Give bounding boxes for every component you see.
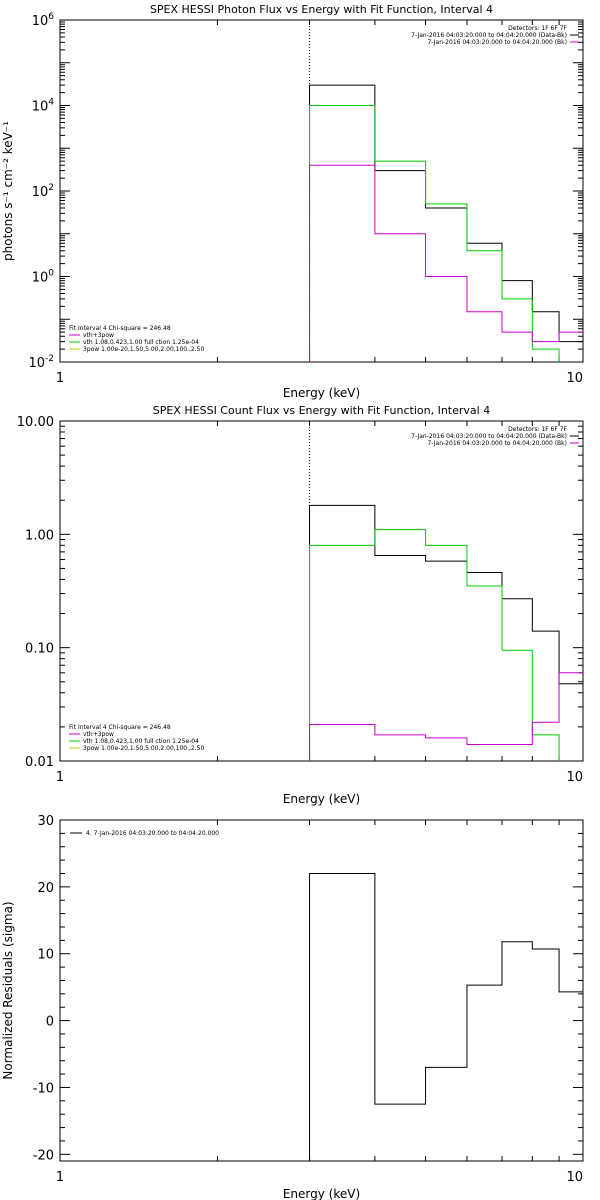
series-step-line-2	[309, 105, 560, 362]
legend-entry: Detectors: 1F 6F 7F	[508, 25, 567, 32]
series-step-line-3	[309, 672, 583, 761]
legend-entry: 7-Jan-2016 04:03:20.000 to 04:04:20.000 …	[427, 440, 567, 447]
legend-entry: 3pow 1.00e-20,1.50,5.00,2.00,100.,2.50	[83, 745, 204, 752]
y-tick-label: 1.00	[25, 528, 54, 543]
legend-entry: 4. 7-Jan-2016 04:03:20.000 to 04:04:20.0…	[86, 830, 219, 837]
x-tick-label: 10	[566, 371, 583, 386]
x-tick-label: 1	[56, 770, 64, 785]
x-tick-label: 1	[56, 371, 64, 386]
y-tick-label: 10.00	[17, 415, 54, 430]
y-axis-label: photons s⁻¹ cm⁻² keV⁻¹	[1, 121, 15, 261]
y-tick-label: 0	[46, 1015, 54, 1030]
plot-frame	[59, 19, 584, 363]
series-step-line-3	[309, 164, 583, 362]
y-tick-label: 104	[32, 98, 55, 115]
x-tick-label: 1	[56, 1170, 64, 1185]
legend-entry: 7-Jan-2016 04:03:20.000 to 04:04:20.000 …	[427, 39, 567, 46]
series-step-line-2	[309, 529, 560, 761]
legend-entry: vth+3pow	[83, 731, 114, 738]
y-tick-label: 100	[32, 269, 55, 286]
chart-title: SPEX HESSI Count Flux vs Energy with Fit…	[153, 404, 490, 417]
y-tick-label: -20	[33, 1148, 54, 1163]
plot-frame	[59, 420, 584, 762]
x-tick-label: 10	[566, 1170, 583, 1185]
chart-panel-3: 1 10 -20 -10 0 10 20 30 Energy (keV) Normalized R…	[1, 814, 584, 1200]
legend-entry: vth+3pow	[83, 332, 114, 339]
legend-entry: 7-Jan-2016 04:03:20.000 to 04:04:20.000 …	[411, 32, 567, 39]
y-tick-label: 102	[32, 183, 54, 200]
legend-entry: 7-Jan-2016 04:03:20.000 to 04:04:20.000 …	[411, 433, 567, 440]
series-step-line-1	[309, 872, 583, 1161]
chart-title: SPEX HESSI Photon Flux vs Energy with Fi…	[150, 3, 493, 16]
plot-frame	[59, 819, 584, 1162]
chart-panel-2: SPEX HESSI Count Flux vs Energy with Fit…	[17, 404, 584, 806]
y-tick-label: -10	[33, 1081, 54, 1096]
chart-panel-1: SPEX HESSI Photon Flux vs Energy with Fi…	[1, 3, 584, 400]
y-tick-label: 30	[37, 814, 54, 829]
series-step-line-1	[309, 84, 583, 362]
y-tick-label: 10-2	[28, 354, 54, 371]
x-tick-label: 10	[566, 770, 583, 785]
y-tick-label: 0.01	[25, 755, 54, 770]
x-axis-label: Energy (keV)	[283, 386, 360, 400]
y-tick-label: 106	[32, 12, 55, 29]
legend-entry: vth 1.08,0.423,1.00 full ction 1.25e-04	[83, 738, 199, 745]
legend-entry: Fit Interval 4 Chi-square = 246.48	[69, 724, 171, 731]
legend-entry: vth 1.08,0.423,1.00 full ction 1.25e-04	[83, 339, 199, 346]
y-axis-label: Normalized Residuals (sigma)	[1, 901, 15, 1079]
y-tick-label: 10	[37, 948, 54, 963]
x-axis-label: Energy (keV)	[283, 1187, 360, 1200]
y-tick-label: 0.10	[25, 642, 54, 657]
legend-entry: Detectors: 1F 6F 7F	[508, 426, 567, 433]
x-axis-label: Energy (keV)	[283, 792, 360, 806]
legend-entry: Fit Interval 4 Chi-square = 246.48	[69, 325, 171, 332]
legend-entry: 3pow 1.00e-20,1.50,5.00,2.00,100.,2.50	[83, 346, 204, 353]
y-tick-label: 20	[37, 881, 54, 896]
